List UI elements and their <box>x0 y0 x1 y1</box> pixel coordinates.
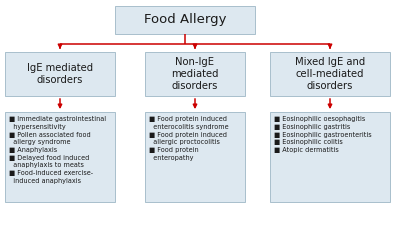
FancyBboxPatch shape <box>145 52 245 96</box>
Text: ■ Eosinophilic oesophagitis
■ Eosinophilic gastritis
■ Eosinophilic gastroenteri: ■ Eosinophilic oesophagitis ■ Eosinophil… <box>274 116 372 153</box>
Text: Food Allergy: Food Allergy <box>144 14 226 26</box>
FancyBboxPatch shape <box>5 52 115 96</box>
Text: Non-IgE
mediated
disorders: Non-IgE mediated disorders <box>171 57 219 91</box>
Text: ■ Immediate gastrointestinal
  hypersensitivity
■ Pollen associated food
  aller: ■ Immediate gastrointestinal hypersensit… <box>9 116 106 184</box>
Text: ■ Food protein induced
  enterocolitis syndrome
■ Food protein induced
  allergi: ■ Food protein induced enterocolitis syn… <box>149 116 229 161</box>
Text: Mixed IgE and
cell-mediated
disorders: Mixed IgE and cell-mediated disorders <box>295 57 365 91</box>
Text: IgE mediated
disorders: IgE mediated disorders <box>27 63 93 85</box>
FancyBboxPatch shape <box>5 112 115 202</box>
FancyBboxPatch shape <box>270 112 390 202</box>
FancyBboxPatch shape <box>270 52 390 96</box>
FancyBboxPatch shape <box>115 6 255 34</box>
FancyBboxPatch shape <box>145 112 245 202</box>
